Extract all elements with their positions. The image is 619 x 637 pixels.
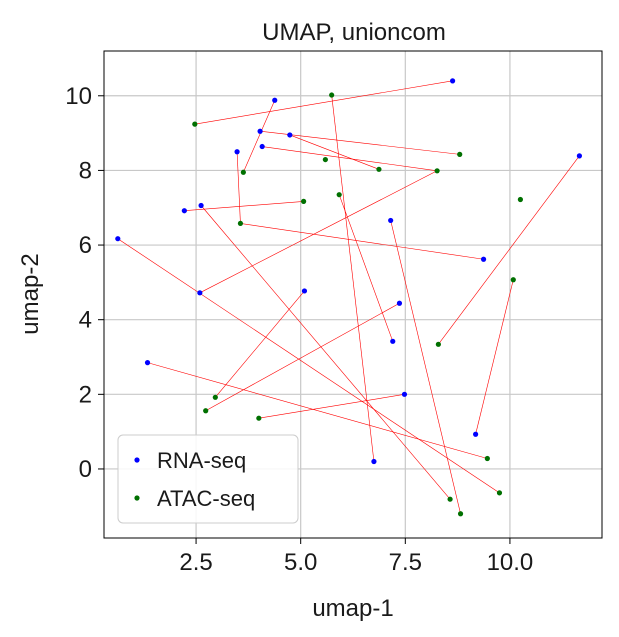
rna-seq-point [234, 149, 240, 155]
rna-seq-point [450, 78, 456, 84]
rna-seq-point [371, 458, 377, 465]
rna-seq-point [198, 202, 204, 209]
rna-seq-point [259, 143, 265, 150]
legend-marker-atac-seq [134, 495, 140, 501]
rna-seq-point [401, 391, 408, 397]
pair-link-line [200, 205, 451, 500]
x-tick-label: 5.0 [284, 549, 317, 576]
pair-link-line [236, 151, 241, 224]
rna-seq-point [388, 217, 394, 224]
atac-seq-point [496, 490, 503, 496]
chart-title: UMAP, unioncom [262, 19, 446, 46]
atac-seq-point [376, 166, 382, 172]
pair-link-line [117, 238, 500, 494]
legend: RNA-seq ATAC-seq [117, 434, 299, 524]
pair-link-line [438, 155, 580, 345]
legend-marker-rna-seq [134, 457, 140, 463]
pair-link-line [258, 394, 405, 419]
atac-seq-point [447, 496, 453, 502]
rna-seq-point [257, 128, 263, 134]
x-tick-label: 2.5 [179, 549, 212, 576]
legend-label-atac-seq: ATAC-seq [157, 486, 255, 511]
pair-link-line [262, 146, 438, 172]
atac-seq-point [329, 92, 335, 98]
y-tick-label: 6 [79, 232, 92, 259]
grid-lines [104, 51, 602, 538]
pair-link-line [475, 279, 514, 435]
x-tick-label: 7.5 [389, 549, 422, 576]
rna-seq-point [181, 208, 187, 214]
atac-seq-point [510, 277, 516, 283]
pair-link-line [243, 100, 276, 173]
pair-link-line [194, 80, 453, 125]
atac-seq-point [203, 408, 209, 414]
y-tick-label: 8 [79, 157, 92, 184]
rna-seq-point [390, 338, 396, 344]
atac-seq-point [457, 511, 464, 517]
pair-link-line [338, 194, 394, 342]
legend-label-rna-seq: RNA-seq [157, 448, 246, 473]
atac-seq-point [434, 168, 440, 174]
rna-seq-point [272, 97, 278, 103]
x-tick-label: 10.0 [487, 549, 534, 576]
axis-ticks: 2.5 5.0 7.5 10.0 0 2 4 6 8 10 [65, 83, 533, 576]
atac-seq-point [192, 121, 198, 127]
y-tick-label: 0 [79, 456, 92, 483]
atac-seq-point [517, 196, 523, 203]
rna-seq-point [396, 300, 403, 306]
atac-seq-point [336, 192, 342, 198]
link-lines [117, 80, 580, 514]
rna-seq-point [301, 288, 308, 294]
atac-seq-point [322, 156, 328, 163]
atac-seq-point [301, 198, 307, 204]
rna-seq-point [197, 290, 203, 296]
pair-link-line [147, 362, 488, 459]
plot-frame [103, 50, 603, 539]
legend-box [117, 434, 299, 524]
pair-link-line [331, 95, 375, 462]
rna-seq-point [480, 256, 487, 262]
atac-seq-point [237, 220, 244, 227]
atac-seq-point [484, 455, 490, 462]
y-axis-label: umap-2 [17, 253, 44, 334]
atac-seq-point [457, 151, 463, 157]
pair-link-line [260, 130, 460, 155]
atac-seq-point [435, 341, 441, 347]
pair-link-line [240, 223, 484, 260]
rna-seq-point [576, 153, 583, 159]
data-points [115, 78, 583, 517]
x-axis-label: umap-1 [312, 595, 393, 622]
pair-link-line [215, 290, 305, 398]
atac-seq-point [212, 394, 218, 400]
rna-seq-point [115, 236, 121, 242]
y-tick-label: 10 [65, 83, 92, 110]
rna-seq-point [287, 132, 293, 138]
y-tick-label: 4 [79, 307, 92, 334]
atac-seq-point [240, 169, 246, 175]
pair-link-line [390, 220, 461, 514]
y-tick-label: 2 [79, 381, 92, 408]
atac-seq-point [256, 415, 262, 421]
pair-link-line [199, 170, 438, 294]
pair-link-line [289, 134, 380, 170]
rna-seq-point [144, 360, 151, 366]
rna-seq-point [473, 431, 479, 437]
pair-link-line [205, 303, 400, 412]
